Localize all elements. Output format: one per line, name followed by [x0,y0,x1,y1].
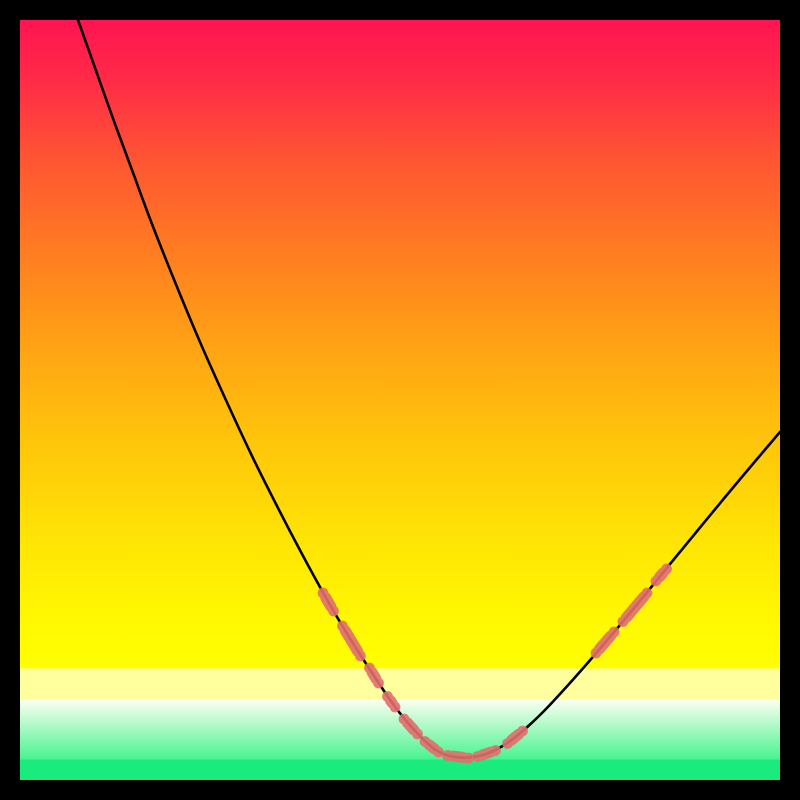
bottleneck-chart [20,20,780,780]
frame-bottom [0,780,800,800]
frame-left [0,0,20,800]
frame-right [780,0,800,800]
chart-background [20,20,780,780]
chart-svg [20,20,780,780]
frame-top [0,0,800,20]
